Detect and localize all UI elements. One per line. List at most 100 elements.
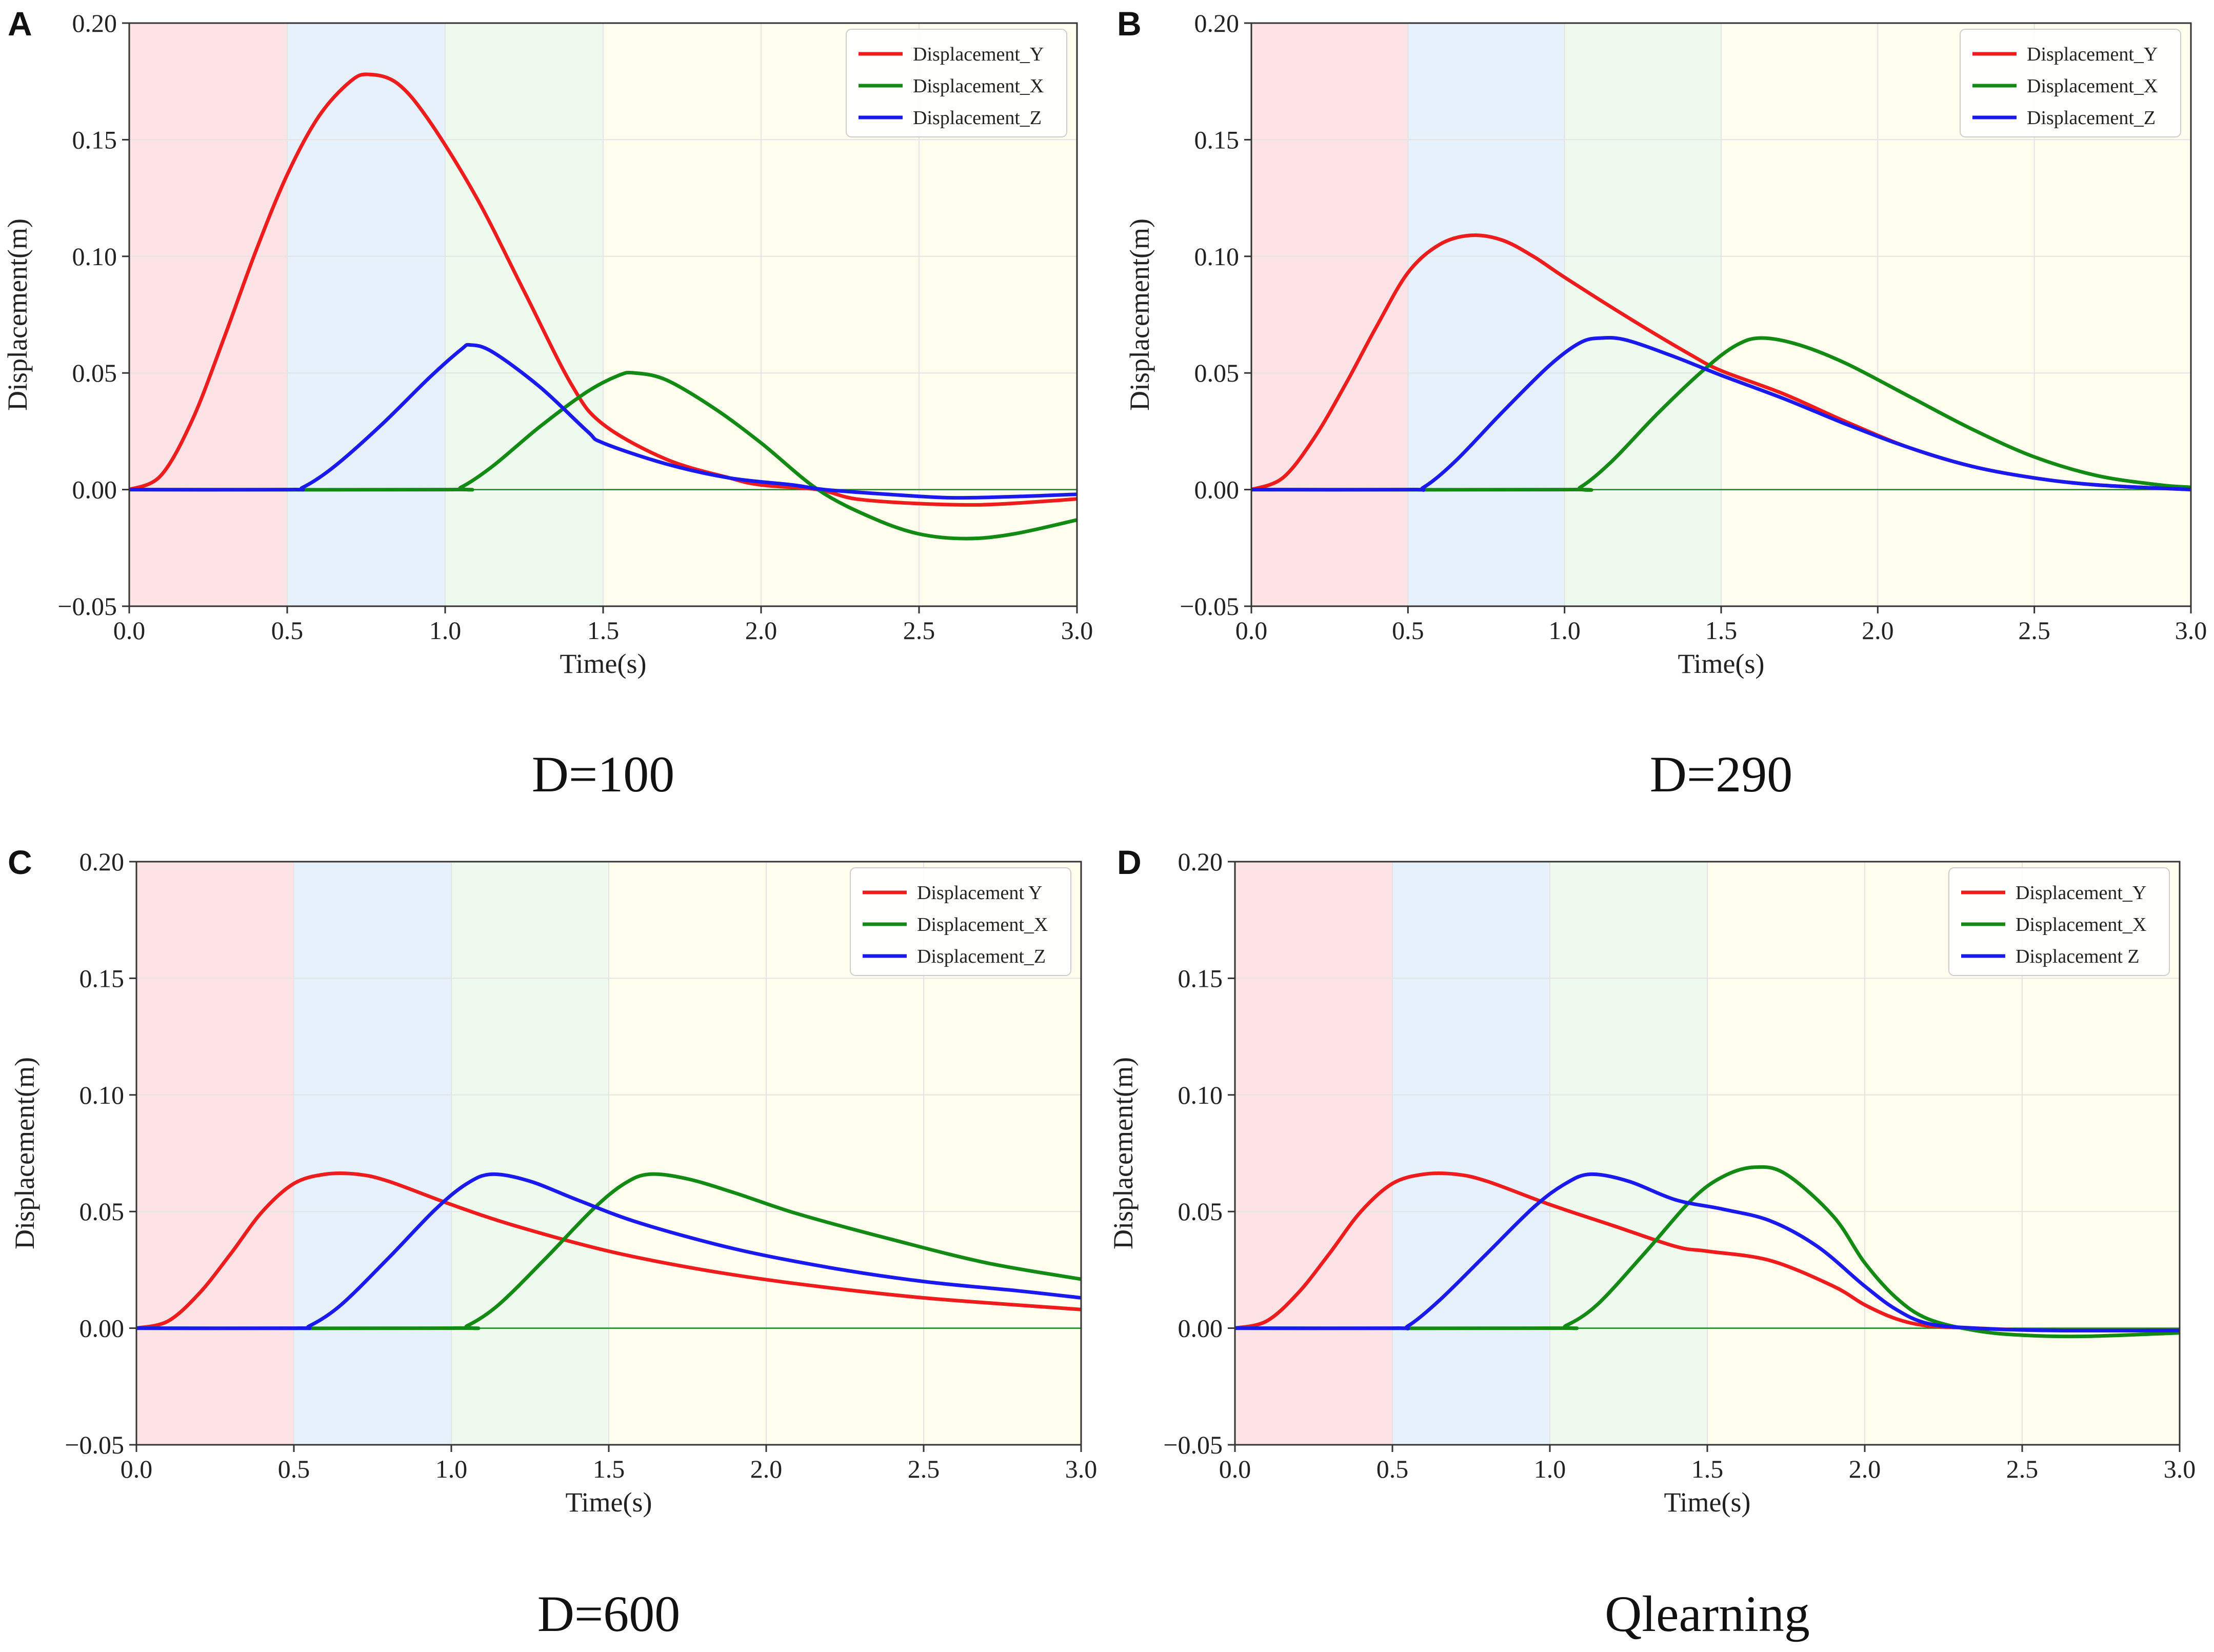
x-tick-label: 0.0	[1235, 616, 1268, 645]
series-line-green	[1251, 336, 2191, 492]
legend-label: Displacement_Z	[913, 107, 1042, 129]
x-tick-label: 1.0	[429, 616, 462, 645]
legend-label: Displacement_X	[913, 75, 1044, 97]
x-axis-label: Time(s)	[560, 648, 646, 679]
panel-caption: Qlearning	[1605, 1585, 1810, 1642]
y-tick-label: 0.10	[72, 242, 117, 271]
y-tick-label: 0.00	[1194, 475, 1240, 504]
legend-label: Displacement_Z	[2027, 107, 2156, 129]
legend	[1960, 29, 2181, 137]
x-tick-label: 1.0	[435, 1455, 468, 1483]
y-tick-label: 0.05	[72, 359, 117, 387]
x-tick-label: 0.5	[1377, 1455, 1409, 1483]
panel-letter: C	[8, 843, 32, 881]
phase-band-3	[1564, 23, 1721, 606]
x-tick-label: 2.5	[908, 1455, 940, 1483]
phase-band-2	[294, 862, 451, 1445]
y-tick-label: 0.00	[72, 475, 117, 504]
series-line-blue	[129, 343, 1078, 500]
x-axis-label: Time(s)	[1678, 648, 1764, 679]
x-tick-label: 3.0	[2175, 616, 2207, 645]
legend-label: Displacement Y	[917, 882, 1042, 904]
phase-band-1	[136, 862, 294, 1445]
legend-label: Displacement_X	[2027, 75, 2158, 97]
panel-letter: B	[1117, 5, 1142, 43]
panel-caption: D=600	[537, 1585, 681, 1642]
y-tick-label: −0.05	[57, 592, 117, 621]
panel-c: −0.05 0.00 0.05 0.10 0.15 0.20 0.0 0.5 1.0 1.5 2.0…	[8, 843, 1097, 1642]
panel-caption: D=100	[532, 746, 675, 803]
phase-band-3	[445, 23, 603, 606]
series-line-blue	[1234, 1172, 2180, 1332]
series-line-blue	[136, 1172, 1082, 1330]
legend	[1948, 867, 2170, 976]
x-axis-label: Time(s)	[565, 1487, 652, 1518]
x-tick-label: 0.5	[278, 1455, 310, 1483]
series-line-red	[128, 72, 1078, 507]
panel-caption: D=290	[1650, 746, 1793, 803]
series-line-blue	[1251, 335, 2191, 492]
x-tick-label: 2.5	[903, 616, 935, 645]
y-tick-label: 0.20	[72, 9, 117, 37]
series-line-green	[129, 370, 1078, 541]
legend-label: Displacement_Y	[2016, 882, 2146, 904]
panel-letter: A	[8, 5, 32, 43]
y-tick-label: 0.05	[1178, 1197, 1223, 1226]
legend-label: Displacement_Y	[2027, 44, 2158, 65]
legend-label: Displacement_X	[917, 914, 1048, 936]
y-axis-label: Displacement(m)	[1108, 1057, 1139, 1249]
y-tick-label: 0.00	[1178, 1314, 1223, 1343]
x-tick-label: 3.0	[1061, 616, 1093, 645]
x-tick-label: 1.0	[1548, 616, 1581, 645]
y-tick-label: 0.15	[1194, 125, 1240, 154]
phase-band-1	[129, 23, 287, 606]
x-tick-label: 1.5	[1691, 1455, 1724, 1483]
series-line-green	[1234, 1165, 2180, 1339]
x-tick-label: 0.0	[1219, 1455, 1251, 1483]
x-tick-label: 2.5	[2006, 1455, 2039, 1483]
y-tick-label: 0.10	[1194, 242, 1240, 271]
y-tick-label: 0.15	[72, 125, 117, 154]
x-tick-label: 2.0	[1862, 616, 1894, 645]
legend	[850, 867, 1071, 976]
panel-letter: D	[1117, 843, 1142, 881]
y-tick-label: 0.20	[1178, 847, 1223, 876]
y-axis-label: Displacement(m)	[1124, 218, 1155, 411]
phase-band-3	[1550, 862, 1707, 1445]
series-line-green	[136, 1172, 1082, 1330]
x-axis-label: Time(s)	[1664, 1487, 1750, 1518]
legend	[846, 29, 1067, 137]
y-axis-label: Displacement(m)	[2, 218, 33, 411]
y-tick-label: 0.15	[1178, 964, 1223, 992]
y-tick-label: 0.05	[79, 1197, 125, 1226]
panel-b: −0.05 0.00 0.05 0.10 0.15 0.20 0.0 0.5 1.0 1.5 2.0…	[1117, 5, 2207, 803]
x-tick-label: 0.5	[271, 616, 304, 645]
y-axis-label: Displacement(m)	[9, 1057, 40, 1249]
y-tick-label: −0.05	[1180, 592, 1239, 621]
phase-band-2	[1408, 23, 1565, 606]
phase-band-2	[1392, 862, 1550, 1445]
panel-d: −0.05 0.00 0.05 0.10 0.15 0.20 0.0 0.5 1.0 1.5 2.0…	[1108, 843, 2196, 1642]
y-tick-label: 0.20	[1194, 9, 1240, 37]
legend-label: Displacement_Y	[913, 44, 1044, 65]
x-tick-label: 0.5	[1392, 616, 1424, 645]
y-tick-label: 0.05	[1194, 359, 1240, 387]
x-tick-label: 2.0	[1849, 1455, 1881, 1483]
x-tick-label: 1.5	[587, 616, 620, 645]
x-tick-label: 2.0	[750, 1455, 783, 1483]
y-tick-label: −0.05	[65, 1430, 124, 1459]
panel-a: −0.05 0.00 0.05 0.10 0.15 0.20 0.0 0.5 1.0 1.5 2.0…	[2, 5, 1093, 803]
x-tick-label: 1.0	[1534, 1455, 1566, 1483]
y-tick-label: 0.20	[79, 847, 125, 876]
y-tick-label: −0.05	[1163, 1430, 1223, 1459]
x-tick-label: 0.0	[121, 1455, 153, 1483]
legend-label: Displacement_Z	[917, 946, 1046, 967]
y-tick-label: 0.10	[1178, 1081, 1223, 1109]
phase-band-2	[287, 23, 445, 606]
y-tick-label: 0.00	[79, 1314, 125, 1343]
x-tick-label: 3.0	[1065, 1455, 1098, 1483]
x-tick-label: 2.5	[2018, 616, 2050, 645]
phase-band-1	[1235, 862, 1392, 1445]
legend-label: Displacement Z	[2016, 946, 2140, 967]
